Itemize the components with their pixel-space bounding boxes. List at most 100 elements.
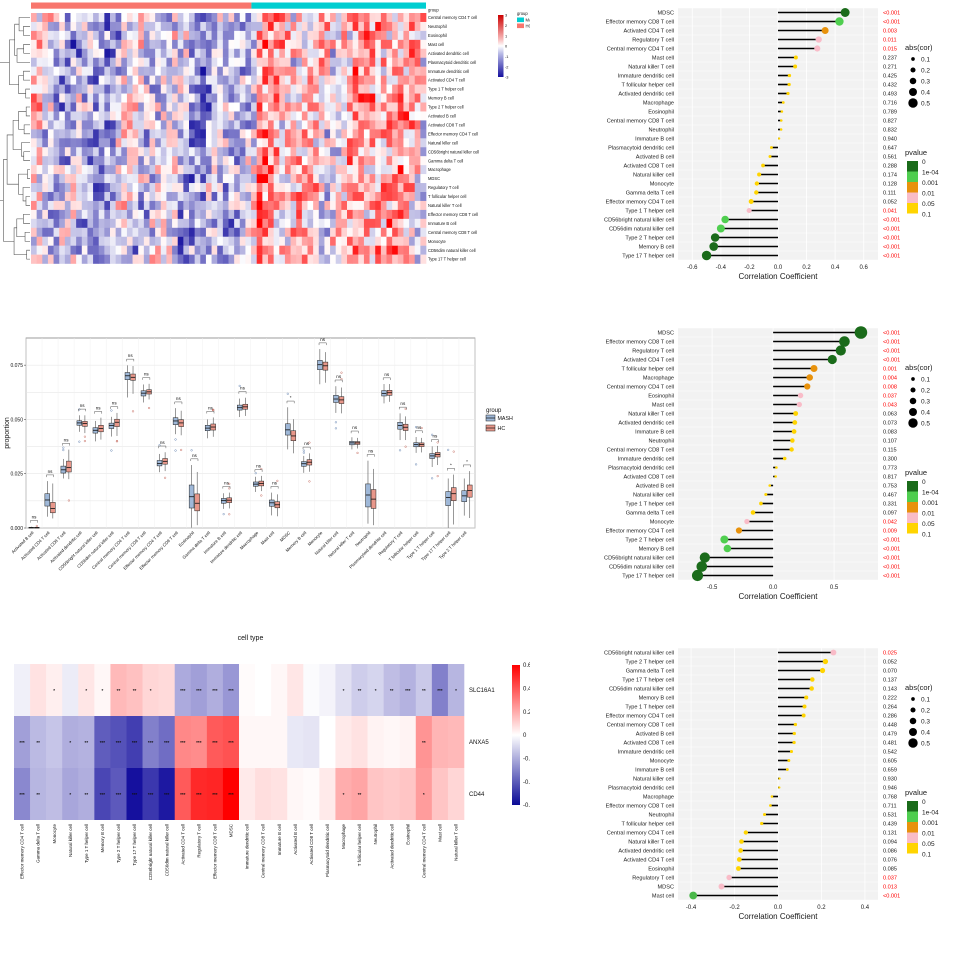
- lollipop-point[interactable]: [782, 456, 787, 461]
- lollipop-point[interactable]: [748, 199, 754, 204]
- lollipop-point[interactable]: [819, 667, 826, 674]
- lollipop-point[interactable]: [810, 364, 818, 373]
- lollipop-point[interactable]: [716, 224, 725, 233]
- lollipop-point[interactable]: [770, 795, 774, 798]
- lollipop-point[interactable]: [721, 215, 729, 224]
- heatmap-cell: [296, 183, 303, 193]
- lollipop-point[interactable]: [774, 475, 777, 478]
- lollipop-point[interactable]: [814, 45, 821, 52]
- lollipop-point[interactable]: [718, 883, 725, 890]
- lollipop-point[interactable]: [726, 874, 732, 881]
- lollipop-point[interactable]: [790, 438, 795, 443]
- lollipop-point[interactable]: [780, 110, 784, 113]
- lollipop-point[interactable]: [777, 137, 781, 140]
- lollipop-point[interactable]: [754, 181, 760, 186]
- lollipop-point[interactable]: [806, 374, 813, 381]
- lollipop-point[interactable]: [746, 207, 752, 214]
- lollipop-point[interactable]: [792, 740, 796, 745]
- heatmap-cell: [132, 254, 139, 264]
- lollipop-point[interactable]: [801, 713, 806, 718]
- lollipop-point[interactable]: [778, 777, 781, 780]
- lollipop-point[interactable]: [750, 510, 756, 515]
- heatmap-cell: [155, 209, 162, 220]
- heatmap-cell: [47, 129, 54, 139]
- lollipop-point[interactable]: [787, 82, 791, 87]
- lollipop-point[interactable]: [744, 518, 750, 525]
- lollipop-point[interactable]: [757, 172, 762, 177]
- lollipop-point[interactable]: [793, 411, 799, 416]
- lollipop-point[interactable]: [840, 8, 850, 17]
- lollipop-point[interactable]: [778, 786, 781, 789]
- lollipop-point[interactable]: [769, 146, 773, 149]
- lollipop-point[interactable]: [835, 17, 844, 26]
- heatmap-cell: [93, 48, 100, 58]
- lollipop-point[interactable]: [781, 101, 785, 104]
- lollipop-point[interactable]: [787, 759, 791, 762]
- heatmap-cell: [251, 200, 258, 211]
- lollipop-point[interactable]: [696, 561, 708, 572]
- lollipop-point[interactable]: [760, 821, 764, 826]
- heatmap-cell: [189, 218, 195, 228]
- lollipop-point[interactable]: [804, 695, 809, 700]
- lollipop-point[interactable]: [830, 649, 837, 656]
- lollipop-point[interactable]: [762, 812, 767, 817]
- lollipop-point[interactable]: [768, 484, 772, 487]
- lollipop-point[interactable]: [743, 830, 748, 835]
- lollipop-point[interactable]: [793, 722, 798, 727]
- lollipop-point[interactable]: [764, 492, 768, 497]
- lollipop-point[interactable]: [768, 154, 772, 159]
- heatmap-cell: [200, 39, 207, 49]
- lollipop-point[interactable]: [815, 36, 822, 43]
- lollipop-point[interactable]: [821, 27, 829, 34]
- lollipop-point[interactable]: [810, 677, 815, 682]
- lollipop-point[interactable]: [827, 354, 837, 365]
- lollipop-point[interactable]: [792, 731, 796, 736]
- lollipop-point[interactable]: [792, 420, 798, 425]
- lollipop-point[interactable]: [710, 233, 720, 242]
- lollipop-point[interactable]: [709, 242, 719, 251]
- heatmap-cell: [222, 57, 229, 67]
- lollipop-point[interactable]: [791, 429, 797, 434]
- heatmap-cell: [31, 254, 37, 264]
- lollipop-point[interactable]: [797, 392, 804, 399]
- lollipop-point[interactable]: [789, 447, 794, 452]
- gene-correlation-cell: [222, 716, 240, 768]
- lollipop-point[interactable]: [701, 250, 712, 261]
- lollipop-point[interactable]: [769, 804, 772, 807]
- lollipop-point[interactable]: [839, 336, 850, 347]
- lollipop-point[interactable]: [739, 839, 744, 844]
- lollipop-point[interactable]: [835, 345, 846, 356]
- lollipop-point[interactable]: [793, 64, 798, 69]
- lollipop-point[interactable]: [786, 91, 790, 96]
- lollipop-point[interactable]: [787, 73, 792, 78]
- lollipop-point[interactable]: [736, 857, 742, 862]
- lollipop-point[interactable]: [785, 768, 789, 771]
- lollipop-point[interactable]: [822, 658, 829, 665]
- lollipop-point[interactable]: [735, 527, 743, 534]
- lollipop-point[interactable]: [796, 401, 802, 408]
- boxplot-outlier: [212, 409, 215, 412]
- lollipop-point[interactable]: [699, 552, 710, 563]
- lollipop-point[interactable]: [802, 704, 807, 709]
- lollipop-point[interactable]: [723, 544, 732, 553]
- lollipop-point[interactable]: [736, 866, 741, 871]
- lollipop-point[interactable]: [793, 55, 798, 60]
- lollipop-point[interactable]: [754, 190, 759, 195]
- lollipop-point[interactable]: [691, 569, 704, 582]
- boxplot-outlier: [83, 439, 86, 443]
- heatmap-cell: [31, 111, 37, 121]
- lollipop-point[interactable]: [804, 383, 811, 390]
- lollipop-point[interactable]: [738, 848, 743, 853]
- lollipop-point[interactable]: [780, 119, 783, 122]
- lollipop-point[interactable]: [759, 501, 763, 506]
- heatmap-cell: [256, 200, 263, 211]
- lollipop-point[interactable]: [809, 686, 814, 691]
- heatmap-cell: [335, 254, 342, 264]
- lollipop-point[interactable]: [779, 128, 783, 131]
- lollipop-point[interactable]: [720, 535, 729, 544]
- lollipop-point[interactable]: [789, 749, 794, 754]
- lollipop-point[interactable]: [854, 326, 868, 339]
- lollipop-point[interactable]: [689, 891, 698, 900]
- lollipop-point[interactable]: [775, 466, 778, 469]
- lollipop-point[interactable]: [761, 163, 765, 168]
